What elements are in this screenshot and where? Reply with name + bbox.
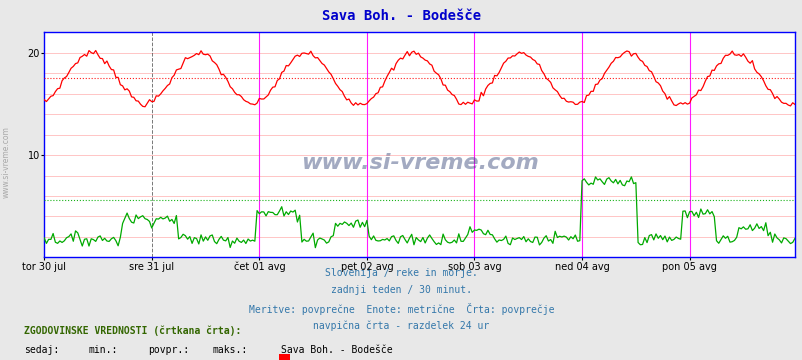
- Text: sedaj:: sedaj:: [24, 345, 59, 355]
- Text: maks.:: maks.:: [213, 345, 248, 355]
- Text: www.si-vreme.com: www.si-vreme.com: [300, 153, 538, 173]
- Text: www.si-vreme.com: www.si-vreme.com: [2, 126, 11, 198]
- Text: Sava Boh. - Bodešče: Sava Boh. - Bodešče: [322, 9, 480, 23]
- Text: povpr.:: povpr.:: [148, 345, 189, 355]
- Text: navpična črta - razdelek 24 ur: navpična črta - razdelek 24 ur: [313, 320, 489, 330]
- Text: Sava Boh. - Bodešče: Sava Boh. - Bodešče: [281, 345, 392, 355]
- Text: Slovenija / reke in morje.: Slovenija / reke in morje.: [325, 268, 477, 278]
- Text: ZGODOVINSKE VREDNOSTI (črtkana črta):: ZGODOVINSKE VREDNOSTI (črtkana črta):: [24, 326, 241, 336]
- Text: Meritve: povprečne  Enote: metrične  Črta: povprečje: Meritve: povprečne Enote: metrične Črta:…: [249, 303, 553, 315]
- Text: zadnji teden / 30 minut.: zadnji teden / 30 minut.: [330, 285, 472, 296]
- Text: min.:: min.:: [88, 345, 118, 355]
